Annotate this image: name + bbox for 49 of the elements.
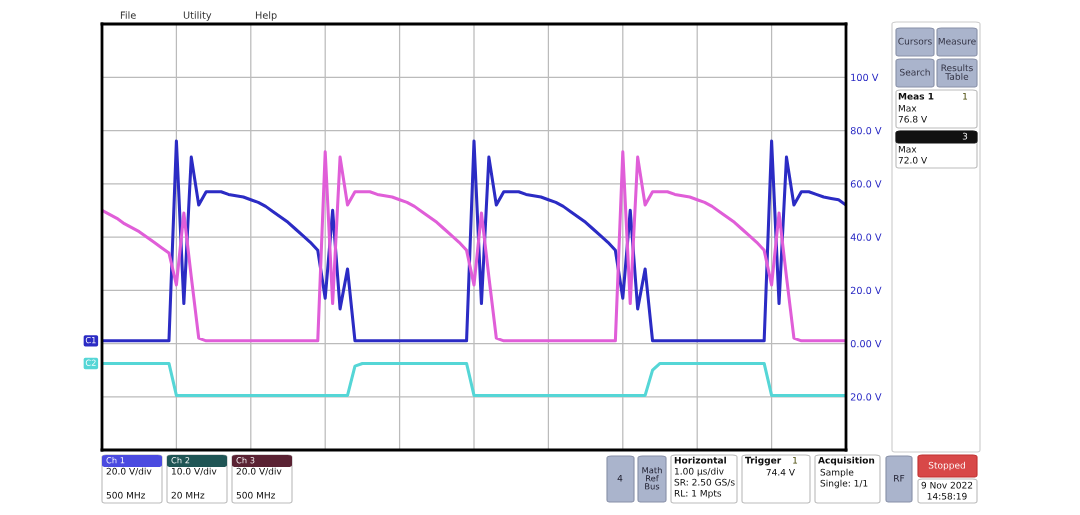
text: Acquisition <box>818 456 875 466</box>
text: Results Table <box>941 64 973 80</box>
text: 20.0 V/div <box>106 467 152 476</box>
text: RF <box>894 474 905 482</box>
line-series <box>102 361 846 397</box>
text: 72.0 V <box>898 156 928 164</box>
text: 3 <box>962 132 968 140</box>
text: Utility <box>183 11 212 21</box>
text: 74.4 V <box>766 468 795 476</box>
text: 500 MHz <box>236 491 276 499</box>
y-tick-label: 100 V <box>851 73 879 82</box>
text: SR: 2.50 GS/s <box>674 478 735 487</box>
y-tick-label: 20.0 V <box>850 286 882 295</box>
text: Trigger <box>745 456 782 466</box>
text: Ch 3 <box>236 456 255 464</box>
text: Measure <box>938 37 976 45</box>
text: 14:58:19 <box>927 492 967 500</box>
text: Search <box>900 68 930 76</box>
text: Max <box>898 145 917 153</box>
y-tick-label: 80.0 V <box>850 126 882 135</box>
text: Help <box>255 11 277 21</box>
text: Math Ref Bus <box>642 466 662 490</box>
text: Single: 1/1 <box>820 479 868 489</box>
text: 9 Nov 2022 <box>921 481 973 489</box>
text: Horizontal <box>674 456 726 464</box>
text: 1 <box>793 456 798 464</box>
text: 76.8 V <box>898 115 928 123</box>
y-tick-label: 60.0 V <box>850 180 882 188</box>
series-label: C1 <box>85 336 96 344</box>
text: 20.0 V/div <box>236 467 282 476</box>
text: Meas 1 <box>898 92 934 100</box>
text: Sample <box>820 468 854 478</box>
text: 1.00 µs/div <box>674 467 724 477</box>
series-label: C2 <box>85 359 96 366</box>
text: 500 MHz <box>106 491 146 499</box>
y-tick-label: 20.0 V <box>850 393 882 401</box>
y-tick-label: 40.0 V <box>850 233 882 241</box>
text: Ch 2 <box>171 456 190 464</box>
text: 4 <box>617 474 623 482</box>
text: File <box>120 11 136 19</box>
text: Cursors <box>898 37 932 45</box>
text: Ch 1 <box>106 456 125 464</box>
text: Max <box>898 104 917 112</box>
text: RL: 1 Mpts <box>674 489 722 499</box>
text: Stopped <box>928 461 965 471</box>
text: 1 <box>963 92 968 100</box>
y-tick-label: 0.00 V <box>850 339 882 348</box>
text: 10.0 V/div <box>171 467 217 476</box>
text: 20 MHz <box>171 491 205 499</box>
